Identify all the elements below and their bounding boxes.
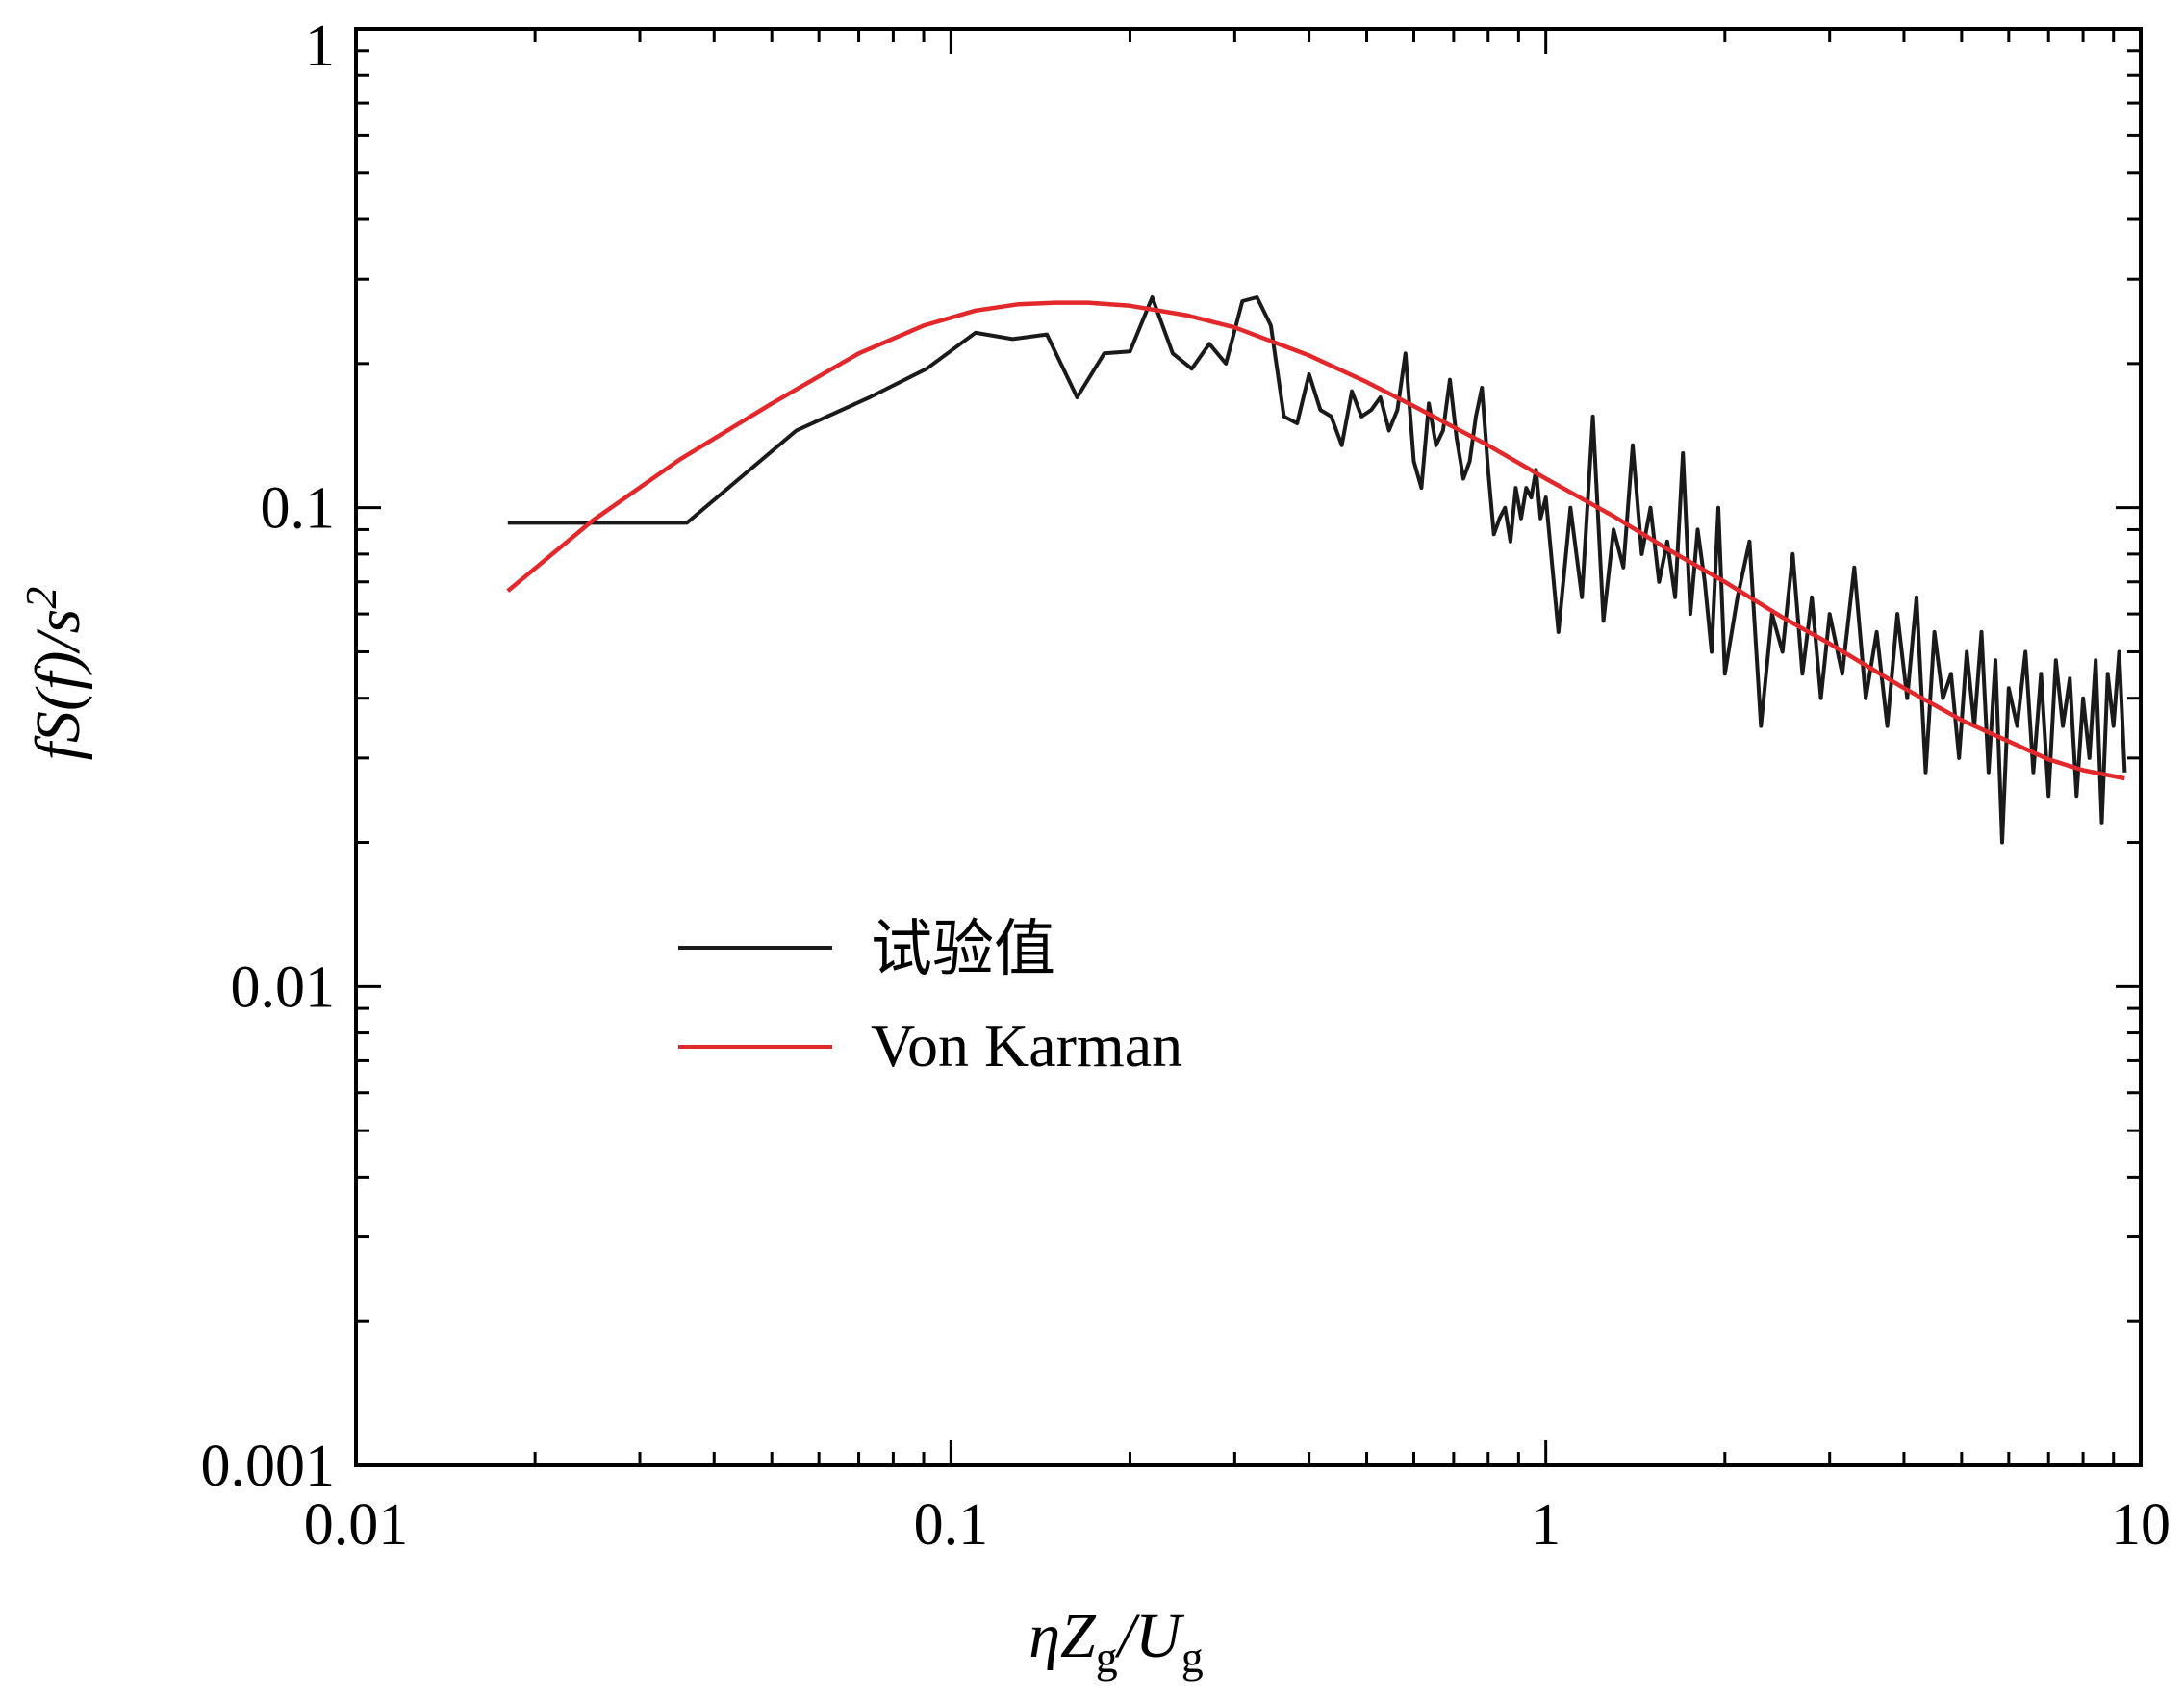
y-axis-title-main: fS(f)/s (23, 609, 93, 761)
x-axis-title-main: ηZ (1029, 1601, 1097, 1671)
x-axis-title-sub2: g (1181, 1633, 1204, 1682)
x-tick-label: 1 (1531, 1492, 1561, 1558)
x-axis-title-mid: /U (1114, 1601, 1185, 1671)
axis-ticks (354, 27, 2143, 1467)
plot-frame (354, 27, 2143, 1467)
y-tick-label: 0.01 (231, 954, 336, 1020)
series-line-von-karman (506, 300, 2125, 781)
x-tick-label: 10 (2111, 1492, 2171, 1558)
y-axis-title: fS(f)/s2 (16, 587, 93, 761)
plot-series (506, 295, 2127, 845)
y-tick-label: 0.001 (201, 1434, 336, 1499)
y-tick-label: 1 (305, 13, 335, 79)
series-line-experiment (507, 295, 2127, 845)
y-tick-label: 0.1 (261, 476, 336, 542)
x-tick-label: 0.01 (304, 1492, 409, 1558)
x-tick-label: 0.1 (914, 1492, 989, 1558)
x-axis-title-sub1: g (1096, 1633, 1118, 1682)
legend-label-von-karman: Von Karman (871, 1011, 1182, 1080)
y-axis-title-sup: 2 (16, 587, 65, 609)
legend: 试验值 Von Karman (678, 915, 1182, 1080)
x-axis-title: ηZg/Ug (1029, 1601, 1203, 1682)
legend-label-experiment: 试验值 (871, 915, 1055, 983)
